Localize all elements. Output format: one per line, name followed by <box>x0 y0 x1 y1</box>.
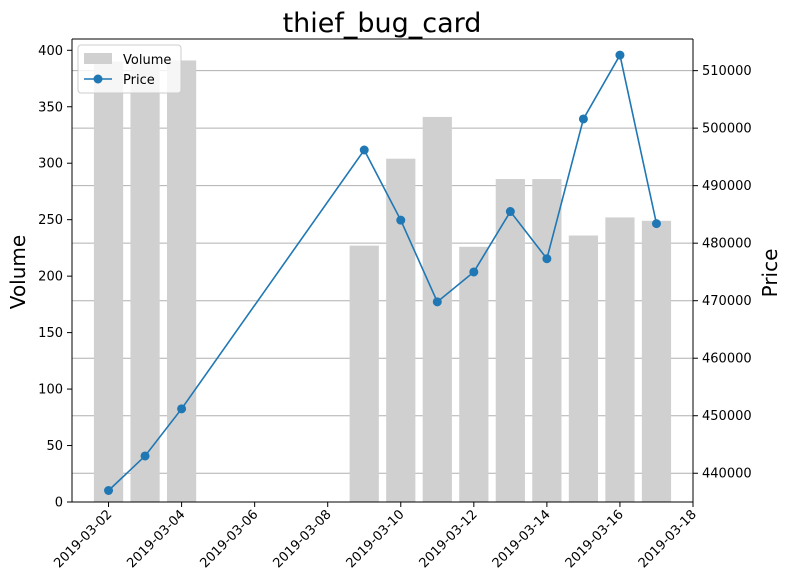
y-right-tick-label: 490000 <box>702 179 752 194</box>
y-left-tick-label: 0 <box>55 496 63 511</box>
volume-bar <box>459 246 489 502</box>
x-tick-label: 2019-03-08 <box>270 507 334 571</box>
y-right-axis-label: Price <box>758 249 782 298</box>
legend: Volume Price <box>77 44 182 94</box>
legend-volume-label: Volume <box>123 53 171 68</box>
price-line <box>107 52 658 492</box>
volume-bar <box>130 61 160 503</box>
y-right-tick-label: 440000 <box>702 467 752 482</box>
y-right-tick-label: 460000 <box>702 352 752 367</box>
x-tick-label: 2019-03-14 <box>490 507 554 571</box>
x-tick-label: 2019-03-12 <box>417 507 481 571</box>
y-left-axis-label: Volume <box>6 235 30 309</box>
price-point <box>578 114 588 124</box>
volume-bar <box>386 158 416 502</box>
y-left-tick-label: 400 <box>38 44 63 59</box>
volume-bar <box>641 220 672 502</box>
y-left-tick-label: 200 <box>38 270 63 285</box>
volume-bar <box>605 217 635 503</box>
y-left-tick-label: 150 <box>38 326 63 341</box>
grid-layer <box>72 70 693 474</box>
x-tick-label: 2019-03-10 <box>344 507 408 571</box>
volume-bar <box>166 60 197 503</box>
volume-bar-layer <box>93 60 672 503</box>
y-left-tick-label: 50 <box>46 439 63 454</box>
legend-volume-swatch <box>84 53 112 64</box>
price-point <box>651 219 661 229</box>
y-right-tick-label: 450000 <box>702 409 752 424</box>
price-point <box>359 145 369 155</box>
volume-bar <box>495 179 525 502</box>
price-point <box>140 451 150 461</box>
x-tick-label: 2019-03-04 <box>124 507 188 571</box>
volume-bar <box>532 179 562 502</box>
y-left-tick-label: 300 <box>38 157 63 172</box>
y-right-tick-label: 510000 <box>702 64 752 79</box>
price-point <box>505 207 515 217</box>
price-point <box>432 297 442 307</box>
y-right-tick-label: 470000 <box>702 294 752 309</box>
x-tick-label: 2019-03-16 <box>563 507 627 571</box>
legend-price-marker <box>93 74 103 84</box>
volume-bar <box>93 61 124 503</box>
y-right-tick-label: 500000 <box>702 122 752 137</box>
price-line-layer <box>104 50 661 495</box>
y-left-tick-label: 350 <box>38 100 63 115</box>
volume-bar <box>568 235 599 502</box>
x-tick-label: 2019-03-06 <box>197 507 261 571</box>
price-point <box>177 404 187 414</box>
price-point <box>104 485 114 495</box>
legend-price-label: Price <box>123 73 155 88</box>
y-right-tick-label: 480000 <box>702 237 752 252</box>
chart-title: thief_bug_card <box>283 8 482 39</box>
x-tick-label: 2019-03-02 <box>51 507 115 571</box>
x-tick-label: 2019-03-18 <box>636 507 700 571</box>
y-left-tick-label: 100 <box>38 383 63 398</box>
price-point <box>396 215 406 225</box>
y-left-tick-label: 250 <box>38 213 63 228</box>
price-point <box>469 267 479 277</box>
volume-bar <box>422 116 452 503</box>
price-point <box>542 254 552 264</box>
volume-bar <box>349 245 379 502</box>
price-point <box>615 50 625 60</box>
